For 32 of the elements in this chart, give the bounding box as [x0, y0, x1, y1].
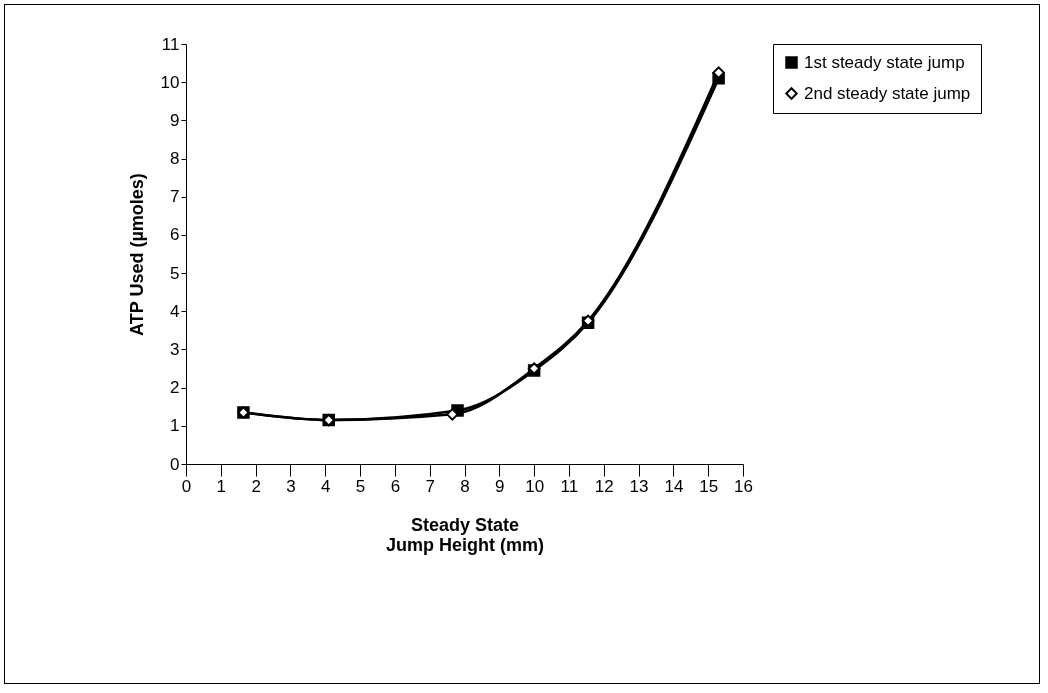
- x-tick-label: 16: [734, 476, 753, 496]
- y-tick-label: 5: [170, 263, 180, 283]
- y-tick-label: 6: [170, 225, 180, 245]
- x-tick-label: 8: [460, 476, 470, 496]
- y-tick-label: 3: [170, 339, 180, 359]
- x-tick-label: 10: [525, 476, 545, 496]
- x-tick-label: 6: [390, 476, 401, 496]
- y-tick-label: 9: [170, 110, 180, 130]
- legend-label: 2nd steady state jump: [804, 83, 971, 103]
- x-tick-label: 1: [216, 476, 227, 496]
- x-tick-label: 5: [355, 476, 366, 496]
- x-tick-label: 12: [594, 476, 614, 496]
- y-tick-label: 11: [161, 34, 180, 54]
- y-tick-label: 2: [170, 378, 180, 398]
- x-tick-label: 9: [495, 476, 505, 496]
- y-tick-label: 1: [170, 416, 180, 436]
- y-axis-title: ATP Used (µmoles): [126, 173, 147, 336]
- x-tick-label: 4: [321, 476, 331, 496]
- x-tick-label: 13: [629, 476, 649, 496]
- x-tick-label: 7: [425, 476, 435, 496]
- y-tick-label: 0: [170, 454, 180, 474]
- x-tick-label: 15: [699, 476, 719, 496]
- x-tick-label: 3: [286, 476, 296, 496]
- x-axis-title: Steady State Jump Height (mm): [385, 514, 545, 555]
- x-tick-label: 14: [664, 476, 684, 496]
- y-tick-label: 10: [160, 72, 180, 92]
- y-tick-label: 8: [170, 149, 180, 169]
- x-tick-label: 2: [251, 476, 261, 496]
- y-tick-label: 4: [170, 301, 180, 321]
- x-tick-label: 11: [560, 476, 579, 496]
- legend-label: 1st steady state jump: [804, 52, 965, 72]
- y-tick-label: 7: [170, 187, 180, 207]
